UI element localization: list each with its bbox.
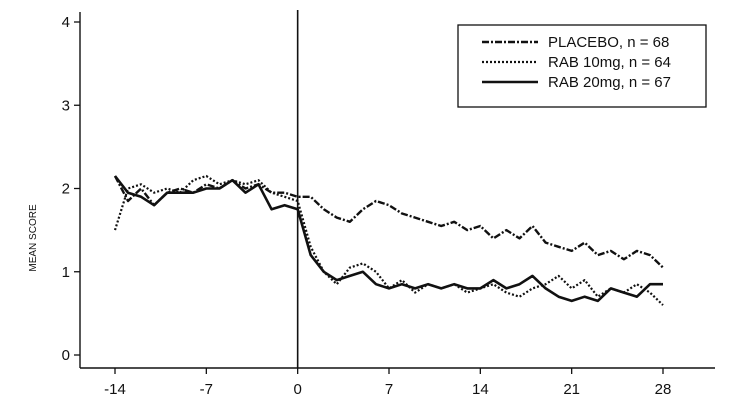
series-lines (113, 174, 664, 306)
legend-box (457, 24, 707, 108)
x-tick-label: -7 (200, 381, 213, 398)
x-tick-label: 0 (293, 381, 301, 398)
legend-label: RAB 10mg, n = 64 (548, 54, 671, 71)
x-tick-label: 14 (472, 381, 489, 398)
series-line-2 (113, 174, 664, 306)
y-tick-label: 3 (62, 97, 70, 114)
y-tick-label: 2 (62, 181, 70, 198)
series-line-1 (113, 175, 664, 269)
legend-label: RAB 20mg, n = 67 (548, 74, 671, 91)
x-tick-label: 21 (563, 381, 580, 398)
legend-label: PLACEBO, n = 68 (548, 34, 669, 51)
y-tick-label: 0 (62, 347, 70, 364)
x-tick-label: -14 (104, 381, 126, 398)
tick-marks (74, 21, 664, 374)
y-tick-label: 1 (62, 264, 70, 281)
x-tick-label: 7 (385, 381, 393, 398)
series-line-3 (113, 175, 663, 303)
legend: PLACEBO, n = 68 RAB 10mg, n = 64 RAB 20mg,… (457, 24, 707, 108)
x-tick-label: 28 (655, 381, 672, 398)
y-tick-label: 4 (62, 14, 70, 31)
tick-labels: 0 1 2 3 4 -14 -7 0 7 14 21 28 (62, 14, 672, 398)
axes (79, 10, 715, 369)
y-axis-label: MEAN SCORE (28, 204, 39, 272)
